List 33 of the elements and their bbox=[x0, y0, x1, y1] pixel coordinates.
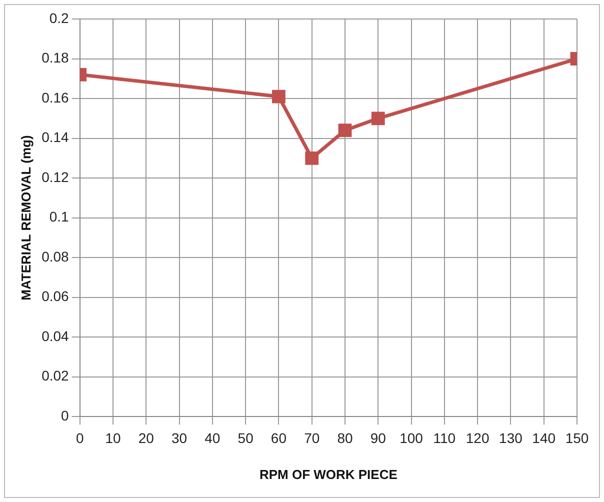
x-tick-label: 130 bbox=[499, 430, 523, 446]
point bbox=[371, 112, 385, 126]
point bbox=[272, 90, 286, 104]
y-tick-label: 0.08 bbox=[42, 248, 70, 264]
y-tick-label: 0.04 bbox=[42, 328, 70, 344]
x-tick-label: 50 bbox=[238, 430, 254, 446]
x-tick-label: 120 bbox=[466, 430, 490, 446]
x-tick-label: 20 bbox=[138, 430, 154, 446]
x-tick-label: 60 bbox=[270, 430, 287, 446]
y-tick-label: 0.06 bbox=[42, 288, 70, 304]
x-tick-label: 40 bbox=[204, 430, 220, 446]
x-tick-label: 80 bbox=[337, 430, 353, 446]
point bbox=[305, 151, 319, 165]
y-tick-label: 0.18 bbox=[42, 50, 70, 66]
x-tick-label: 10 bbox=[105, 430, 121, 446]
x-tick-label: 0 bbox=[76, 430, 84, 446]
y-tick-label: 0.16 bbox=[42, 89, 70, 106]
y-tick-label: 0.1 bbox=[49, 208, 70, 225]
y-tick-label: 0.12 bbox=[42, 168, 70, 185]
y-tick-label: 0 bbox=[61, 407, 70, 424]
x-tick-label: 140 bbox=[532, 430, 556, 446]
point bbox=[338, 124, 352, 138]
y-tick-label: 0.14 bbox=[42, 129, 70, 146]
x-tick-label: 30 bbox=[171, 430, 188, 446]
y-axis-title: MATERIAL REMOVAL (mg) bbox=[18, 135, 34, 300]
x-tick-label: 150 bbox=[565, 430, 589, 446]
x-tick-label: 90 bbox=[370, 430, 386, 446]
y-tick-label: 0.2 bbox=[49, 10, 70, 26]
x-tick-label: 110 bbox=[433, 430, 456, 446]
y-tick-label: 0.02 bbox=[42, 368, 70, 384]
x-tick-label: 100 bbox=[400, 430, 424, 446]
x-tick-label: 70 bbox=[304, 430, 320, 446]
x-axis-title: RPM OF WORK PIECE bbox=[259, 466, 398, 482]
